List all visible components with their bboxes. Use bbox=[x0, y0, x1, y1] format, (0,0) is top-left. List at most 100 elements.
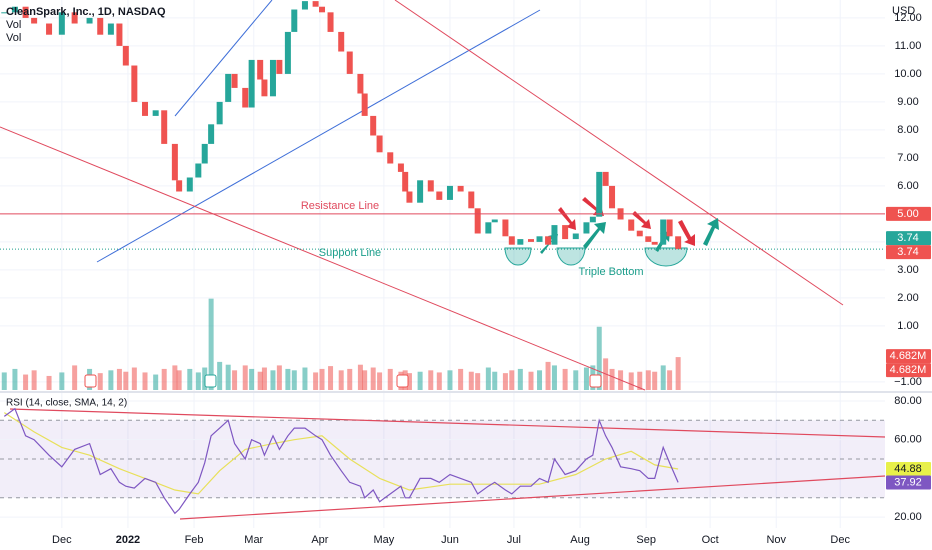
volume-badge-bg bbox=[886, 363, 931, 378]
arrow-down bbox=[558, 207, 576, 230]
volume-bar bbox=[108, 370, 114, 390]
volume-bar bbox=[492, 371, 498, 390]
candle bbox=[508, 236, 515, 245]
x-tick-label: Mar bbox=[244, 534, 263, 546]
volume-bar bbox=[428, 370, 434, 390]
volume-bar bbox=[347, 368, 353, 390]
candle bbox=[216, 101, 223, 125]
volume-bar bbox=[509, 370, 515, 390]
candle bbox=[195, 163, 202, 178]
volume-bar bbox=[609, 368, 615, 390]
volume-bar bbox=[291, 370, 297, 390]
candle bbox=[370, 115, 377, 136]
volume-title: Vol bbox=[6, 32, 21, 44]
volume-bar bbox=[517, 368, 523, 390]
volume-bar bbox=[387, 368, 393, 390]
volume-bar bbox=[270, 370, 276, 390]
earnings-markers bbox=[84, 374, 602, 388]
candle bbox=[502, 219, 509, 237]
candle bbox=[291, 9, 298, 32]
candle bbox=[71, 12, 78, 24]
last-price-badge: 3.74 bbox=[897, 246, 918, 258]
back-layer bbox=[0, 0, 885, 528]
candle bbox=[427, 180, 434, 192]
candle bbox=[651, 241, 658, 245]
candle bbox=[397, 163, 404, 172]
candle bbox=[545, 236, 552, 245]
candle bbox=[161, 110, 168, 144]
trend-line bbox=[394, 0, 844, 306]
volume-bar bbox=[142, 372, 148, 390]
volume-bar bbox=[362, 370, 368, 390]
candle bbox=[417, 180, 424, 203]
pattern-text: Triple Bottom bbox=[578, 266, 643, 278]
axis-layer: 12.0011.0010.009.008.007.006.004.003.002… bbox=[52, 12, 931, 546]
rsi-line bbox=[3, 407, 679, 515]
candle bbox=[645, 236, 652, 242]
support-text: Support Line bbox=[319, 247, 381, 259]
volume-bar bbox=[261, 367, 267, 390]
volume-bar bbox=[377, 372, 383, 390]
volume-bar bbox=[468, 371, 474, 390]
x-tick-label: Jun bbox=[441, 534, 459, 546]
volume-bar bbox=[573, 370, 579, 390]
volume-bar bbox=[131, 367, 137, 390]
volume-bar bbox=[313, 372, 319, 390]
candle bbox=[176, 180, 183, 192]
volume-bar bbox=[502, 373, 508, 390]
volume-bar bbox=[485, 367, 491, 390]
rsi-title: RSI (14, close, SMA, 14, 2) bbox=[6, 398, 127, 409]
volume-bar bbox=[583, 367, 589, 390]
volume-bar bbox=[116, 368, 122, 390]
volume-bar bbox=[357, 364, 363, 390]
volume-bar bbox=[537, 370, 543, 390]
y-tick-label: 7.00 bbox=[897, 152, 918, 164]
candle bbox=[562, 225, 569, 240]
candle bbox=[361, 93, 368, 116]
candle bbox=[46, 23, 53, 35]
volume-title: Vol bbox=[6, 19, 21, 31]
candle bbox=[406, 191, 413, 203]
volume-bar bbox=[675, 357, 681, 390]
candle bbox=[284, 31, 291, 74]
candle bbox=[583, 222, 590, 234]
volume-bar bbox=[242, 365, 248, 390]
candle bbox=[171, 143, 178, 181]
y-tick-label: 80.00 bbox=[894, 395, 922, 407]
candle bbox=[208, 124, 215, 144]
y-tick-label: 9.00 bbox=[897, 96, 918, 108]
candle bbox=[357, 73, 364, 94]
volume-bar bbox=[628, 372, 634, 390]
candle bbox=[536, 236, 543, 242]
resistance-badge: 5.00 bbox=[897, 208, 918, 220]
arrow-down bbox=[632, 211, 651, 229]
candle bbox=[602, 171, 609, 186]
y-tick-label: −1.00 bbox=[894, 376, 922, 388]
candle bbox=[636, 230, 643, 237]
volume-bar bbox=[59, 372, 65, 390]
volume-bar bbox=[475, 373, 481, 390]
volume-bar bbox=[328, 366, 334, 390]
candle bbox=[517, 239, 524, 245]
candle bbox=[1, 12, 8, 14]
last-price-badge: 3.74 bbox=[897, 232, 918, 244]
candle bbox=[468, 191, 475, 209]
y-tick-label: 1.00 bbox=[897, 320, 918, 332]
x-tick-label: May bbox=[373, 534, 394, 546]
last-price-badge-bg bbox=[886, 245, 931, 260]
candle bbox=[474, 208, 481, 234]
x-tick-label: Apr bbox=[311, 534, 328, 546]
candle bbox=[269, 59, 276, 97]
volume-badge: 4.682M bbox=[890, 350, 927, 362]
candle bbox=[122, 45, 129, 66]
volume-bar bbox=[23, 374, 29, 390]
candle bbox=[116, 23, 123, 46]
volume-bar bbox=[447, 370, 453, 390]
volume-bar bbox=[176, 370, 182, 390]
volume-bar bbox=[72, 365, 78, 390]
volume-bar bbox=[46, 375, 52, 390]
trend-line bbox=[96, 9, 541, 263]
candle bbox=[312, 1, 319, 7]
candle bbox=[58, 12, 65, 35]
